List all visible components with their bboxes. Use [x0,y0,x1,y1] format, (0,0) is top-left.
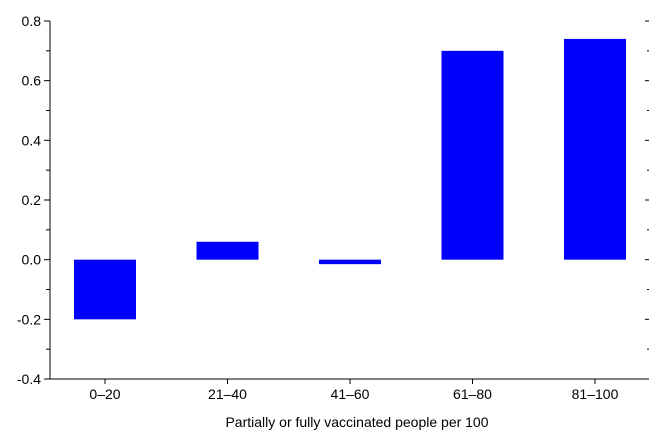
x-tick-label: 61–80 [453,386,492,402]
y-tick-label: -0.2 [17,311,41,327]
bar-2 [196,241,259,260]
x-tick-label: 0–20 [89,386,120,402]
y-tick-label: -0.4 [17,371,41,387]
x-tick-label: 81–100 [572,386,619,402]
y-tick-label: 0.2 [22,192,42,208]
bar-5 [564,38,626,260]
y-tick-label: 0.4 [22,132,42,148]
x-tick-label: 41–60 [331,386,370,402]
x-tick-label: 21–40 [208,386,247,402]
y-tick-label: 0.6 [22,73,42,89]
y-tick-label: 0.8 [22,13,42,29]
y-tick-label: 0.0 [22,252,42,268]
bars-group [74,38,626,320]
axes-group: -0.4 -0.2 0.0 0.2 0.4 0.6 0.8 0–20 21–40 41–60 61–… [17,13,649,402]
bar-4 [441,50,504,260]
bar-3 [319,259,381,265]
bar-1 [74,259,136,320]
x-axis-label: Partially or fully vaccinated people per… [225,414,488,430]
